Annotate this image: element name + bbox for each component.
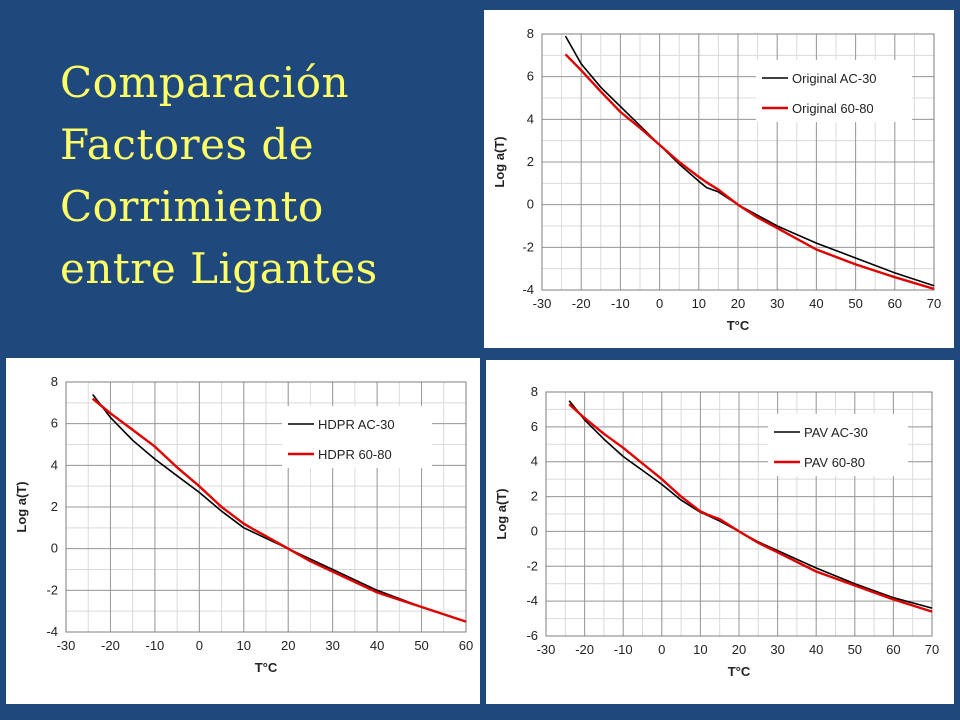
x-axis-label: T°C: [727, 318, 750, 333]
y-tick-label: 6: [527, 69, 534, 84]
x-tick-label: 70: [927, 296, 941, 311]
x-axis-label: T°C: [728, 664, 751, 679]
chart-panel-pav: -30 -20 -10 0 10 20 30 40 50 60 70 -6 -4 -2 0 2 4 6 8 T°C Lo…: [486, 360, 954, 704]
x-tick-label: -10: [611, 296, 630, 311]
x-tick-label: 30: [770, 296, 784, 311]
y-tick-label: -2: [526, 558, 538, 573]
legend-label: PAV AC-30: [804, 425, 868, 440]
x-tick-label: 60: [459, 638, 473, 653]
legend-label: HDPR AC-30: [318, 417, 395, 432]
y-tick-label: 0: [527, 197, 534, 212]
legend-label: Original AC-30: [792, 71, 877, 86]
y-tick-label: 4: [527, 111, 534, 126]
chart-pav: -30 -20 -10 0 10 20 30 40 50 60 70-6-4-202468T°CLo…: [494, 384, 939, 679]
x-tick-label: 30: [770, 642, 784, 657]
y-axis-label: Log a(T): [14, 481, 29, 532]
x-tick-label: 0: [196, 638, 203, 653]
y-tick-label: 2: [531, 489, 538, 504]
x-tick-label: 70: [925, 642, 939, 657]
plot-area: [65, 381, 467, 633]
x-tick-label: 40: [809, 642, 823, 657]
y-tick-label: -4: [522, 282, 534, 297]
series-line-0: [92, 394, 467, 623]
x-tick-label: -20: [572, 296, 591, 311]
legend-box: [282, 406, 432, 468]
plot-area: [545, 391, 933, 637]
x-tick-label: -20: [101, 638, 120, 653]
x-tick-label: -10: [614, 642, 633, 657]
x-tick-label: -20: [575, 642, 594, 657]
x-axis-label: T°C: [255, 660, 278, 675]
y-tick-label: 2: [51, 499, 58, 514]
legend-label: HDPR 60-80: [318, 447, 392, 462]
x-tick-label: -10: [145, 638, 164, 653]
series-line-1: [568, 403, 933, 613]
y-tick-label: 8: [51, 374, 58, 389]
y-tick-label: -4: [46, 624, 58, 639]
slide-title: Comparación Factores de Corrimiento entr…: [60, 52, 470, 300]
x-tick-label: 20: [732, 642, 746, 657]
title-line: Comparación: [60, 58, 350, 107]
plot-area: [541, 33, 935, 291]
y-tick-label: 4: [531, 454, 538, 469]
x-tick-label: 40: [809, 296, 823, 311]
y-tick-label: 4: [51, 457, 58, 472]
y-tick-label: -2: [46, 582, 58, 597]
chart-panel-hdpr: -30 -20 -10 0 10 20 30 40 50 60 -4 -2 0 2 4 6 8 T°C Log a(…: [6, 358, 480, 704]
y-tick-label: 2: [527, 154, 534, 169]
x-tick-label: 50: [848, 642, 862, 657]
x-tick-label: 60: [888, 296, 902, 311]
x-tick-label: 0: [656, 296, 663, 311]
title-line: entre Ligantes: [60, 244, 378, 293]
x-tick-label: 60: [886, 642, 900, 657]
legend-box: [768, 414, 908, 476]
y-tick-label: 8: [527, 26, 534, 41]
x-tick-label: 20: [731, 296, 745, 311]
legend-box: [756, 60, 912, 122]
title-line: Corrimiento: [60, 182, 324, 231]
x-tick-label: -30: [533, 296, 552, 311]
series-line-1: [91, 397, 467, 623]
x-tick-label: 40: [370, 638, 384, 653]
x-tick-label: -30: [57, 638, 76, 653]
legend-label: PAV 60-80: [804, 455, 865, 470]
x-tick-label: 50: [414, 638, 428, 653]
x-tick-label: 30: [325, 638, 339, 653]
x-tick-label: 10: [693, 642, 707, 657]
y-tick-label: 6: [51, 416, 58, 431]
legend-label: Original 60-80: [792, 101, 874, 116]
x-tick-label: 10: [692, 296, 706, 311]
y-tick-label: -6: [526, 628, 538, 643]
y-tick-label: 8: [531, 384, 538, 399]
y-tick-label: 0: [531, 523, 538, 538]
title-line: Factores de: [60, 120, 315, 169]
series-line-0: [564, 35, 935, 287]
chart-panel-original: -30 -20 -10 0 10 20 30 40 50 60 70 -4 -2 0 2 4 6 8 T°C Log …: [484, 10, 954, 348]
y-tick-label: 6: [531, 419, 538, 434]
x-tick-label: 0: [658, 642, 665, 657]
y-tick-label: 0: [51, 541, 58, 556]
y-tick-label: -4: [526, 593, 538, 608]
y-axis-label: Log a(T): [494, 488, 509, 539]
x-tick-label: -30: [537, 642, 556, 657]
chart-original: -30 -20 -10 0 10 20 30 40 50 60 70-4-202468T°CLog …: [492, 26, 941, 333]
x-tick-label: 20: [281, 638, 295, 653]
y-tick-label: -2: [522, 239, 534, 254]
series-line-1: [564, 53, 935, 291]
x-tick-label: 50: [848, 296, 862, 311]
y-axis-label: Log a(T): [492, 136, 507, 187]
x-tick-label: 10: [237, 638, 251, 653]
